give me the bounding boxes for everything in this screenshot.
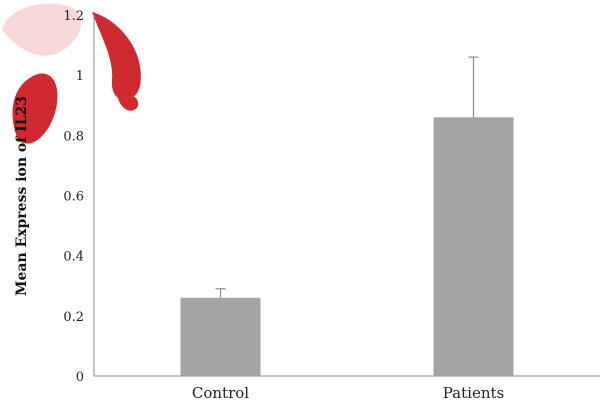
y-tick-label: 0.4 — [63, 250, 84, 265]
error-bars — [215, 56, 479, 298]
x-category-label: Patients — [443, 384, 504, 402]
y-tick-label: 0 — [76, 370, 84, 385]
x-category-label: Control — [192, 384, 249, 402]
y-tick-label: 0.6 — [63, 190, 84, 205]
bars — [180, 117, 514, 377]
y-tick-label: 1 — [76, 69, 84, 84]
y-axis-title: Mean Express ion of IL23 — [14, 96, 30, 296]
y-tick-label: 0.2 — [63, 310, 84, 325]
y-tick-label: 0.8 — [63, 129, 84, 144]
y-tick-labels: 0 0.2 0.4 0.6 0.8 1 1.2 — [63, 9, 84, 385]
bar-patients — [433, 117, 514, 377]
watermark-logo — [2, 3, 141, 144]
y-tick-label: 1.2 — [63, 9, 84, 24]
bar-control — [180, 297, 261, 376]
category-labels: Control Patients — [192, 384, 504, 402]
